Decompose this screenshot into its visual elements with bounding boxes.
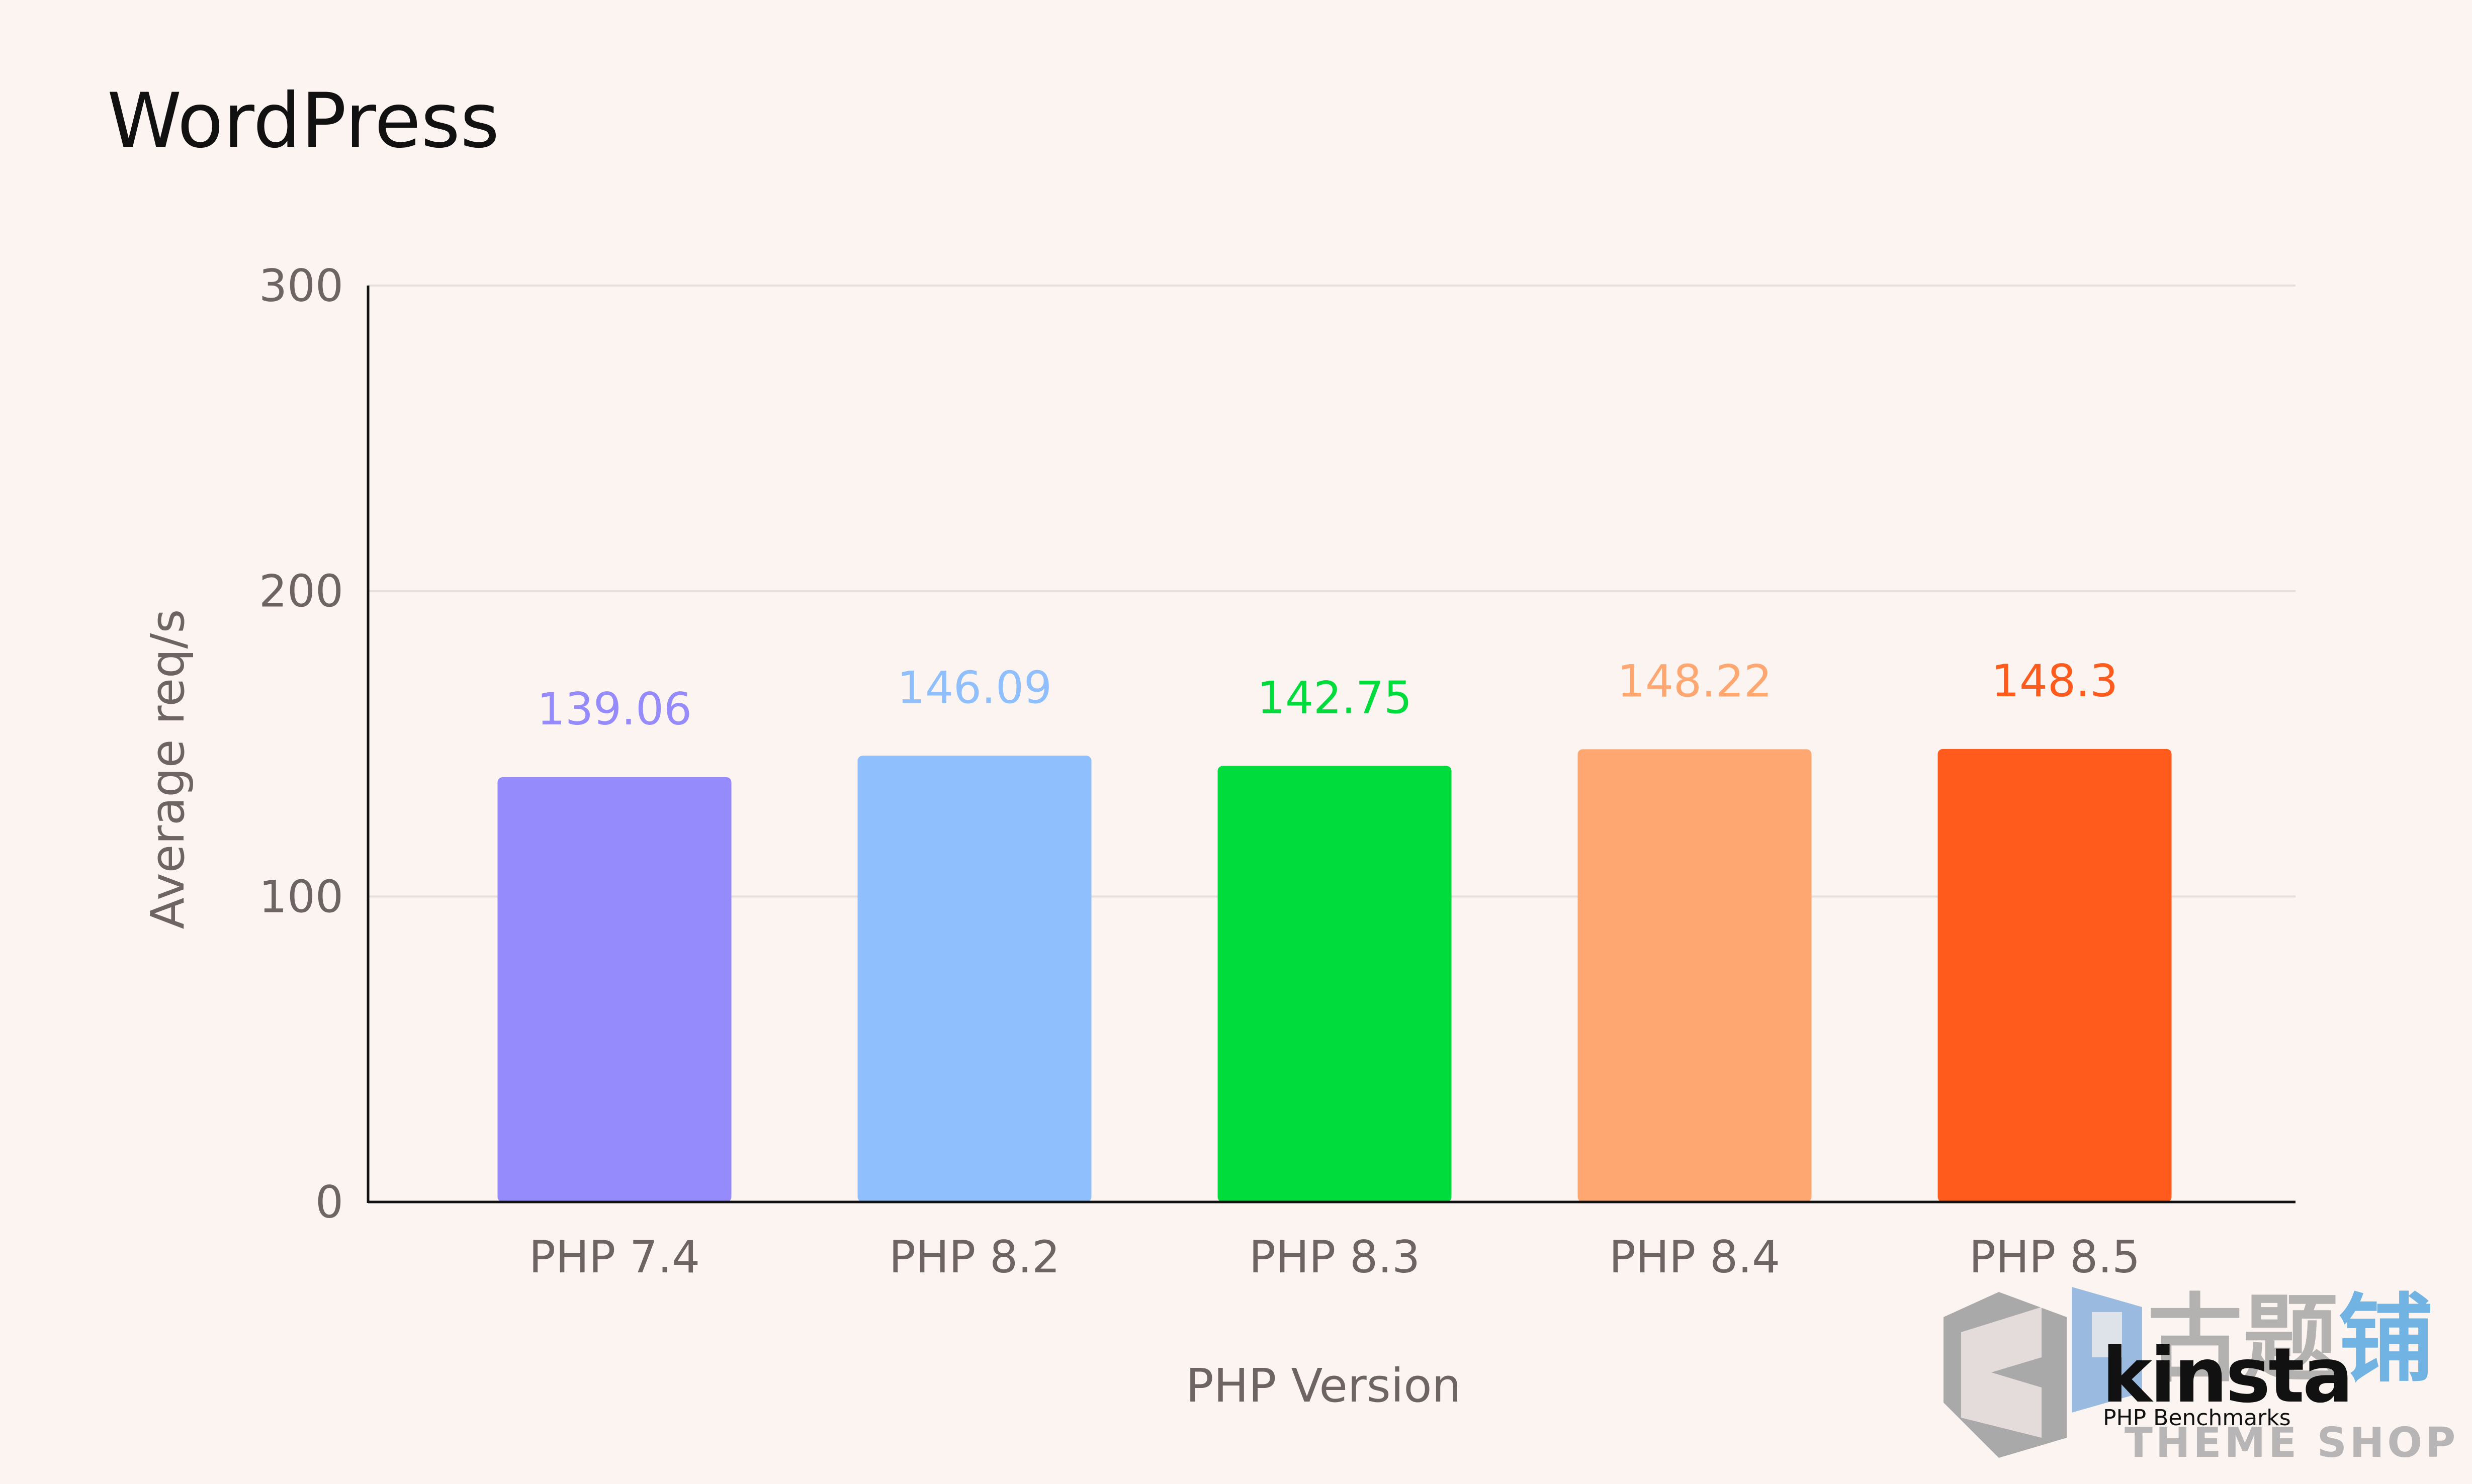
- watermark: 古题 铺 THEME SHOP: [1944, 1284, 2458, 1467]
- zp-logo-icon: [1944, 1287, 2142, 1458]
- chart-title: WordPress: [107, 77, 499, 165]
- x-axis-ticks: PHP 7.4 PHP 8.2 PHP 8.3 PHP 8.4 PHP 8.5: [529, 1231, 2140, 1283]
- bar-3: [1217, 766, 1452, 1202]
- brand-subtitle: PHP Benchmarks: [2103, 1405, 2291, 1431]
- x-tick-label-3: PHP 8.3: [1249, 1231, 1420, 1283]
- data-labels: 139.06 146.09 142.75 148.22 148.3: [537, 655, 2118, 735]
- bar-4: [1577, 749, 1812, 1202]
- watermark-text: THEME SHOP: [2125, 1419, 2458, 1467]
- x-tick-label-5: PHP 8.5: [1969, 1231, 2140, 1283]
- data-label-4: 148.22: [1617, 655, 1772, 707]
- brand-wordmark: kinsta: [2102, 1332, 2351, 1420]
- x-tick-label-4: PHP 8.4: [1609, 1231, 1780, 1283]
- y-axis-title: Average req/s: [141, 609, 195, 930]
- y-axis-ticks: 0 100 200 300: [259, 260, 343, 1228]
- y-tick-label-0: 0: [315, 1176, 343, 1228]
- bar-5: [1937, 749, 2172, 1202]
- data-label-1: 139.06: [537, 683, 692, 735]
- watermark-glyphs: 古题: [2147, 1284, 2338, 1395]
- data-label-2: 146.09: [897, 662, 1052, 713]
- kinsta-logo: kinsta PHP Benchmarks: [2102, 1332, 2353, 1431]
- data-label-5: 148.3: [1991, 655, 2118, 707]
- bar-2: [857, 756, 1092, 1202]
- y-tick-label-100: 100: [259, 871, 343, 922]
- data-label-3: 142.75: [1257, 672, 1412, 724]
- y-tick-label-300: 300: [259, 260, 343, 312]
- bar-1: [497, 777, 732, 1202]
- x-axis-title: PHP Version: [1186, 1359, 1461, 1413]
- y-tick-label-200: 200: [259, 566, 343, 617]
- bars: [497, 749, 2172, 1202]
- watermark-glyph-accent: 铺: [2338, 1284, 2434, 1395]
- x-tick-label-1: PHP 7.4: [529, 1231, 700, 1283]
- x-tick-label-2: PHP 8.2: [889, 1231, 1060, 1283]
